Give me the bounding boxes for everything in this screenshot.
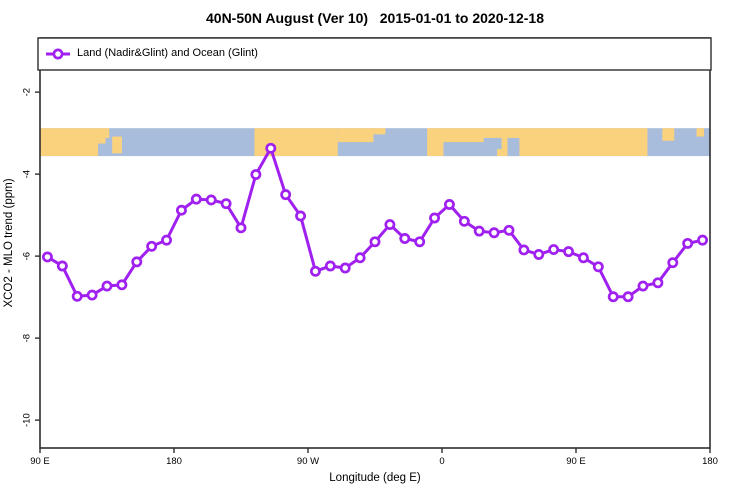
data-point [429, 212, 441, 224]
data-point [250, 169, 262, 180]
map-land-segment [104, 128, 110, 138]
data-point [265, 142, 277, 154]
data-point [175, 204, 187, 216]
data-point [235, 222, 247, 234]
data-point [41, 251, 53, 263]
data-line [46, 146, 703, 299]
y-tick-label: -2 [22, 88, 33, 96]
legend-box [37, 37, 712, 71]
data-point [697, 234, 709, 246]
y-tick-label: -10 [22, 413, 33, 427]
x-tick-label: 90 E [566, 456, 586, 467]
data-point [503, 224, 515, 236]
legend-sample-marker [52, 48, 64, 60]
y-axis-label: XCO2 - MLO trend (ppm) [3, 178, 15, 308]
x-tick-label: 90 E [30, 456, 50, 467]
map-land-segment [373, 128, 386, 135]
data-point [190, 193, 202, 205]
map-land-segment [40, 128, 99, 157]
data-point [488, 227, 500, 239]
data-point [443, 199, 455, 210]
data-point [458, 215, 470, 227]
data-point [533, 249, 545, 260]
data-point [548, 244, 560, 256]
data-point [56, 260, 68, 272]
y-tick-label: -8 [22, 334, 33, 342]
x-tick-label: 0 [439, 456, 444, 467]
map-land-segment [112, 136, 122, 154]
data-point [131, 256, 143, 268]
data-point [607, 291, 619, 303]
map-land-segment [662, 128, 675, 141]
data-point [339, 262, 351, 274]
data-point [324, 260, 336, 272]
data-point [86, 289, 98, 301]
data-point [354, 252, 366, 264]
data-point [280, 189, 292, 201]
data-point [384, 219, 396, 230]
data-point [146, 240, 158, 252]
map-inland-sea [507, 137, 520, 157]
x-tick-label: 180 [166, 456, 182, 467]
data-point [369, 236, 381, 248]
data-point [667, 257, 679, 269]
map-land-segment [337, 128, 374, 143]
x-axis-label: Longitude (deg E) [329, 472, 421, 484]
data-point [414, 236, 426, 248]
data-point [309, 265, 321, 277]
data-point [205, 194, 217, 206]
data-point [101, 280, 113, 292]
x-tick-label: 180 [702, 456, 718, 467]
data-point [161, 234, 173, 246]
y-tick-label: -4 [22, 170, 33, 178]
data-point [71, 290, 83, 302]
data-point [473, 225, 485, 237]
map-land-segment [696, 128, 705, 137]
data-point [652, 277, 664, 289]
data-point [295, 210, 307, 222]
x-tick-label: 90 W [297, 456, 319, 467]
data-point [682, 237, 694, 249]
data-point [220, 198, 232, 210]
data-point [622, 291, 634, 303]
data-point [577, 252, 589, 264]
data-point [637, 280, 649, 292]
map-land-segment [98, 128, 106, 144]
chart-title: 40N-50N August (Ver 10) 2015-01-01 to 20… [206, 10, 544, 26]
map-inland-sea [483, 137, 502, 150]
y-tick-label: -6 [22, 252, 33, 260]
data-point [592, 261, 604, 273]
data-point [563, 246, 575, 258]
legend-label: Land (Nadir&Glint) and Ocean (Glint) [77, 47, 258, 59]
data-point [518, 244, 530, 256]
data-point [399, 233, 411, 244]
data-point [116, 279, 128, 291]
